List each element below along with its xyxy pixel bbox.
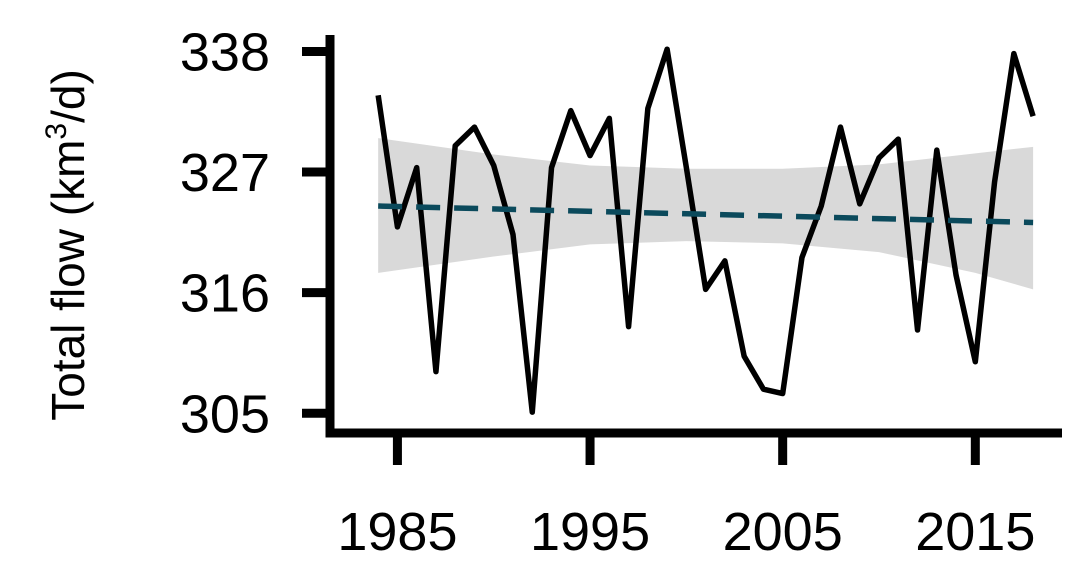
- y-axis-title: Total flow (km3/d): [40, 69, 94, 421]
- total-flow-line: [375, 46, 1036, 415]
- y-tick-label: 338: [180, 22, 270, 82]
- y-tick-label: 327: [180, 143, 270, 203]
- trend-line: [378, 203, 1034, 226]
- axes: [325, 35, 1062, 438]
- y-axis-title-tail: /d): [42, 69, 94, 123]
- ticks: 305 316 327 338 1985 1995 2005 2015: [180, 22, 1035, 562]
- x-tick-label: 2005: [723, 502, 843, 562]
- series-layer: [375, 46, 1036, 415]
- y-tick-label: 316: [180, 264, 270, 324]
- x-tick-label: 2015: [915, 502, 1035, 562]
- x-tick-label: 1995: [530, 502, 650, 562]
- x-tick-label: 1985: [337, 502, 457, 562]
- y-axis-title-superscript: 3: [40, 123, 73, 140]
- y-tick-label: 305: [180, 384, 270, 444]
